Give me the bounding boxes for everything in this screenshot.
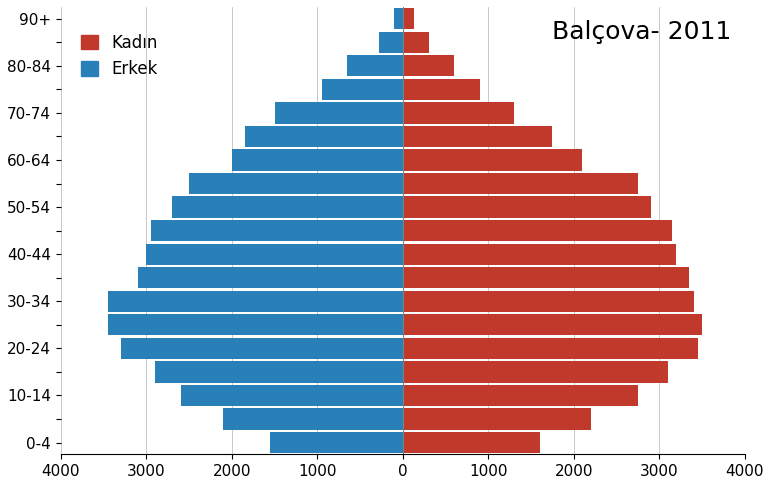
Bar: [403, 196, 651, 218]
Bar: [232, 149, 403, 171]
Bar: [403, 361, 668, 382]
Bar: [403, 432, 540, 453]
Bar: [274, 103, 403, 123]
Bar: [403, 32, 429, 53]
Bar: [403, 408, 591, 430]
Bar: [403, 126, 553, 147]
Bar: [180, 385, 403, 406]
Bar: [394, 8, 403, 29]
Bar: [138, 267, 403, 288]
Bar: [379, 32, 403, 53]
Bar: [403, 267, 689, 288]
Bar: [403, 314, 702, 335]
Bar: [108, 291, 403, 312]
Bar: [244, 126, 403, 147]
Bar: [403, 173, 638, 194]
Bar: [121, 338, 403, 359]
Bar: [347, 55, 403, 76]
Text: Balçova- 2011: Balçova- 2011: [552, 20, 731, 44]
Bar: [271, 432, 403, 453]
Bar: [322, 79, 403, 100]
Bar: [403, 8, 414, 29]
Bar: [403, 385, 638, 406]
Bar: [403, 291, 693, 312]
Bar: [108, 314, 403, 335]
Bar: [150, 220, 403, 241]
Bar: [403, 220, 672, 241]
Bar: [403, 103, 514, 123]
Bar: [403, 79, 480, 100]
Legend: Kadın, Erkek: Kadın, Erkek: [76, 29, 163, 83]
Bar: [146, 243, 403, 265]
Bar: [189, 173, 403, 194]
Bar: [403, 149, 582, 171]
Bar: [403, 338, 698, 359]
Bar: [403, 55, 454, 76]
Bar: [224, 408, 403, 430]
Bar: [172, 196, 403, 218]
Bar: [403, 243, 676, 265]
Bar: [155, 361, 403, 382]
